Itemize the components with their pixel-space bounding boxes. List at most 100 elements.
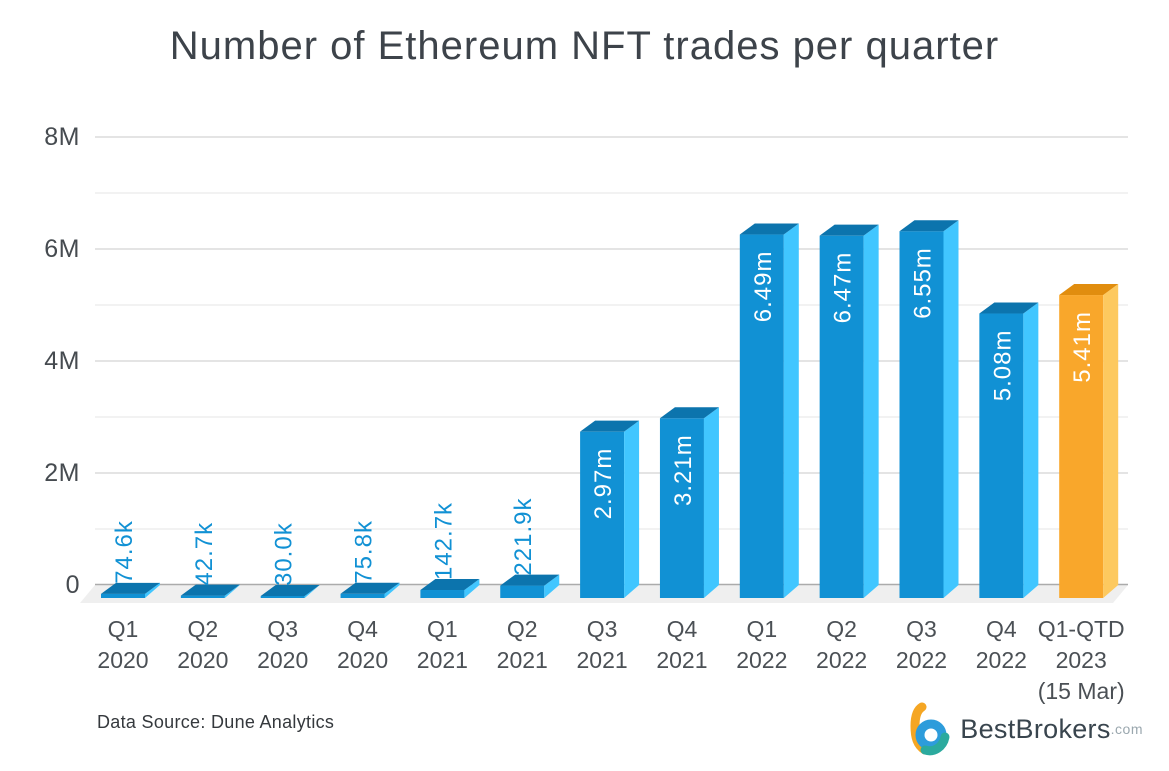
x-tick-label: Q3 2022 [857, 614, 987, 676]
x-tick-line: Q2 [826, 616, 857, 642]
bar-top [260, 585, 320, 596]
bar-top [420, 579, 480, 591]
x-tick-label: Q3 2020 [218, 614, 348, 676]
bar-side [145, 582, 160, 598]
bar-value-label: 221.9k [510, 498, 537, 576]
y-tick-label: 6M [44, 235, 80, 263]
bar-side [304, 585, 320, 598]
bar-front [899, 231, 944, 598]
x-tick-line: 2020 [177, 647, 229, 673]
bar-value-label: 142.7k [430, 502, 457, 580]
x-tick-label: Q1 2021 [377, 614, 507, 676]
x-tick-line: Q3 [586, 616, 618, 642]
x-tick-line: Q2 [506, 616, 538, 642]
bar-front [101, 593, 145, 598]
bar-front [580, 431, 625, 598]
bar-side [783, 223, 799, 598]
y-tick-label: 2M [44, 459, 80, 487]
bar-top [580, 420, 640, 432]
bar-value-label: 5.08m [989, 330, 1016, 402]
x-tick-line: 2020 [97, 647, 149, 673]
x-tick-label: Q2 2022 [777, 614, 907, 676]
bar-value-label: 42.7k [191, 522, 218, 586]
x-tick-line: Q1 [107, 616, 139, 642]
y-tick-label: 8M [44, 123, 80, 151]
x-tick-line: 2021 [496, 647, 548, 673]
bar-top [500, 574, 560, 586]
bar-value-label: 74.6k [111, 520, 138, 584]
bar-side [703, 407, 719, 598]
bar-front [500, 585, 545, 598]
y-tick-label: 4M [44, 347, 80, 375]
bar-side [1103, 284, 1119, 598]
x-tick-line: Q4 [347, 616, 378, 642]
x-tick-line: Q3 [267, 616, 299, 642]
bar-side [624, 420, 640, 598]
bar-value-label: 6.49m [750, 251, 777, 323]
x-tick-line: 2022 [736, 647, 788, 673]
bar-top [101, 582, 160, 594]
x-tick-line: (15 Mar) [1037, 678, 1125, 704]
bar-front [420, 590, 465, 598]
brand-name: BestBrokers [960, 713, 1111, 744]
bar-top [979, 302, 1039, 314]
bar-top [659, 407, 719, 419]
bar-side [224, 584, 240, 598]
x-tick-label: Q2 2021 [457, 614, 587, 676]
bar-value-label: 6.47m [830, 252, 857, 324]
x-tick-line: 2022 [975, 647, 1027, 673]
x-tick-label: Q1 2020 [58, 614, 188, 676]
x-tick-label: Q1 2022 [697, 614, 827, 676]
x-tick-line: 2021 [416, 647, 468, 673]
bestbrokers-b-icon [910, 702, 950, 756]
x-tick-line: Q4 [986, 616, 1017, 642]
bar-top [739, 223, 799, 235]
bar-side [1023, 302, 1039, 598]
x-tick-line: 2020 [257, 647, 309, 673]
x-tick-line: Q2 [187, 616, 219, 642]
bar-front [659, 418, 704, 598]
bar-value-label: 30.0k [271, 522, 298, 586]
x-tick-label: Q2 2020 [138, 614, 268, 676]
bar-front [1059, 295, 1104, 598]
bar-side [464, 579, 480, 598]
bar-front [340, 593, 385, 598]
bar-front [180, 595, 225, 598]
x-tick-line: Q1 [746, 616, 778, 642]
bar-front [819, 235, 864, 598]
x-tick-line: 2023 [1055, 647, 1107, 673]
bar-side [544, 574, 560, 598]
bar-value-label: 5.41m [1069, 311, 1096, 383]
x-tick-label: Q4 2021 [617, 614, 747, 676]
bar-top [340, 582, 400, 594]
brand-logo: BestBrokers .com [908, 700, 1143, 758]
x-tick-label: Q4 2022 [936, 614, 1066, 676]
x-tick-line: 2021 [576, 647, 628, 673]
x-tick-line: Q3 [906, 616, 937, 642]
x-tick-line: 2020 [336, 647, 389, 673]
bar-front [979, 313, 1024, 598]
bar-top [180, 584, 240, 596]
brand-tld: .com [1110, 721, 1143, 737]
x-tick-line: Q1 [427, 616, 458, 642]
bar-value-label: 2.97m [590, 448, 617, 520]
bar-side [384, 582, 400, 598]
x-tick-line: Q1-QTD [1037, 616, 1125, 642]
x-tick-label: Q1-QTD 2023 (15 Mar) [1016, 614, 1146, 707]
bar-top [1059, 284, 1119, 296]
bar-top [819, 224, 879, 236]
bar-value-label: 75.8k [351, 520, 378, 584]
bar-value-label: 3.21m [670, 434, 697, 506]
x-tick-label: Q3 2021 [537, 614, 667, 676]
bar-front [739, 234, 784, 598]
x-tick-line: 2022 [895, 647, 948, 673]
bar-top [899, 220, 959, 232]
bar-front [260, 596, 305, 598]
x-tick-label: Q4 2020 [298, 614, 428, 676]
bar-side [943, 220, 959, 598]
chart-title: Number of Ethereum NFT trades per quarte… [169, 24, 1000, 68]
x-tick-line: 2022 [816, 647, 868, 673]
data-source-note: Data Source: Dune Analytics [97, 712, 335, 732]
